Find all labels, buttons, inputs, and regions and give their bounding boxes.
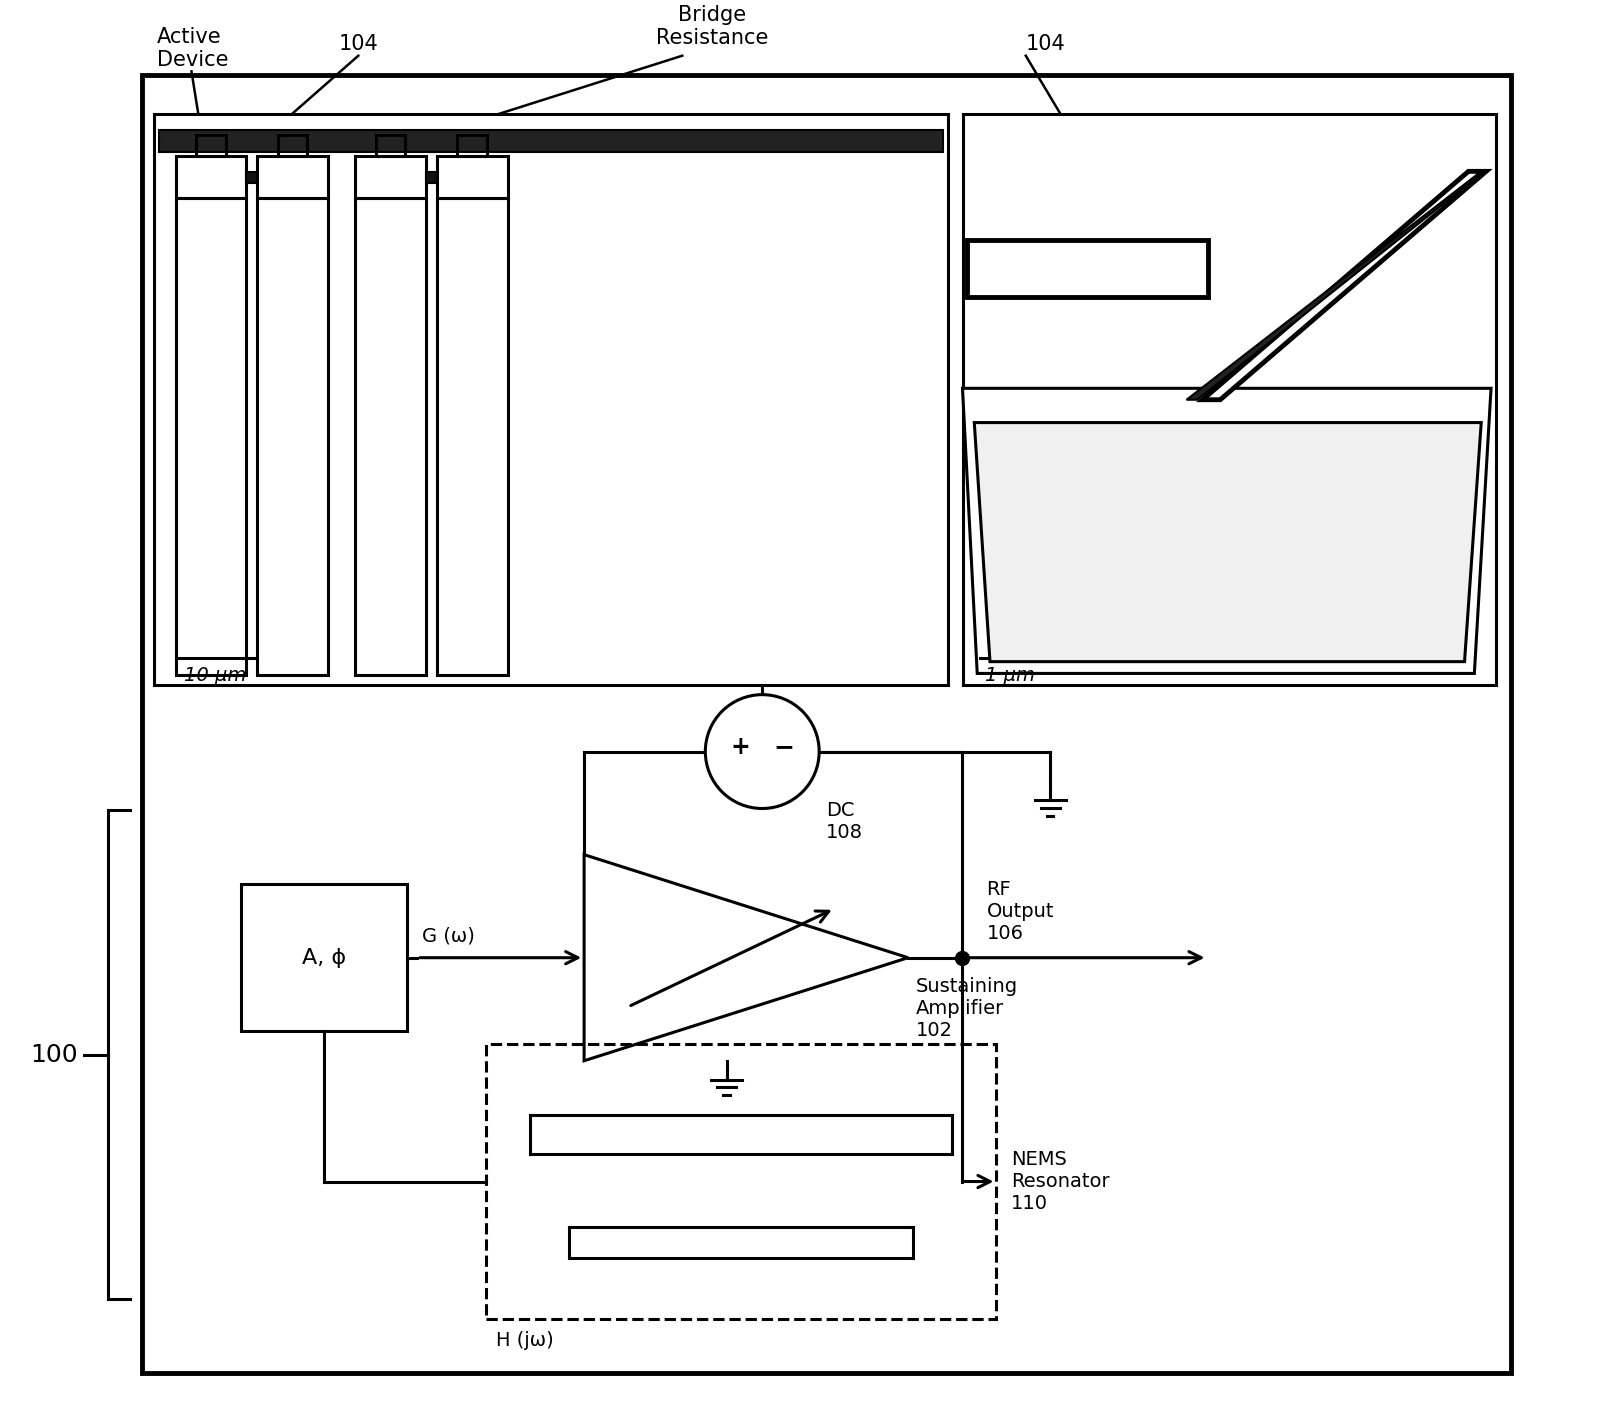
Text: 10 μm: 10 μm (183, 665, 245, 684)
Text: 104: 104 (338, 34, 379, 54)
Bar (436, 198, 507, 675)
Bar (257, 198, 327, 675)
Polygon shape (1187, 172, 1484, 400)
Bar (176, 156, 247, 198)
Bar (247, 172, 257, 183)
Text: DC
108: DC 108 (826, 801, 863, 842)
Text: +: + (731, 735, 751, 759)
Polygon shape (1203, 172, 1487, 400)
Bar (154, 114, 948, 685)
Text: NEMS
Resonator
110: NEMS Resonator 110 (1011, 1150, 1110, 1213)
Text: Active
Device: Active Device (157, 27, 229, 71)
Text: H (jω): H (jω) (496, 1331, 553, 1349)
Polygon shape (974, 422, 1480, 661)
Bar (257, 156, 327, 198)
Bar (375, 135, 406, 156)
Text: G (ω): G (ω) (422, 927, 475, 946)
Text: Sustaining
Amplifier
102: Sustaining Amplifier 102 (916, 977, 1019, 1041)
Bar (277, 135, 308, 156)
Polygon shape (967, 240, 1208, 297)
Bar (196, 135, 226, 156)
Bar (436, 156, 507, 198)
Bar (486, 1044, 996, 1320)
Text: 100: 100 (30, 1042, 79, 1066)
Text: −: − (773, 735, 794, 759)
Bar (176, 198, 247, 675)
Bar (159, 129, 943, 152)
Text: RF
Output
106: RF Output 106 (986, 880, 1054, 943)
Text: Bridge
Resistance: Bridge Resistance (656, 4, 768, 48)
Bar (356, 198, 427, 675)
Bar (356, 156, 427, 198)
Bar (962, 114, 1497, 685)
Bar (427, 172, 436, 183)
Circle shape (706, 694, 820, 809)
Bar (143, 75, 1511, 1372)
Text: A, ϕ: A, ϕ (302, 947, 346, 968)
Polygon shape (962, 388, 1492, 674)
Text: 104: 104 (1025, 34, 1065, 54)
Bar (241, 884, 407, 1031)
Bar (457, 135, 488, 156)
Text: 1 μm: 1 μm (985, 665, 1035, 684)
